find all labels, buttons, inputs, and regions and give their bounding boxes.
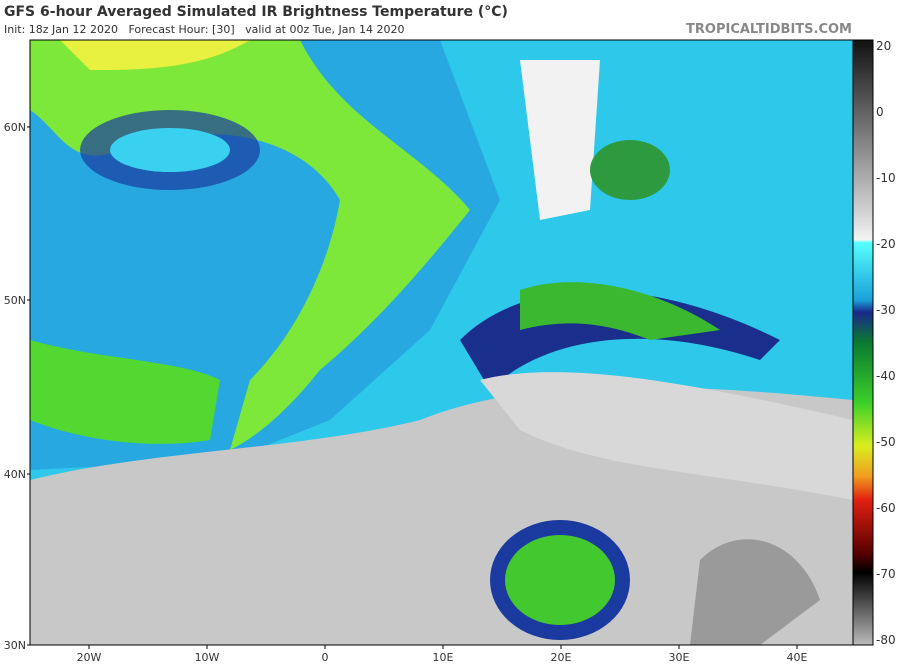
lon-label: 10W: [195, 651, 220, 664]
map-imagery: [30, 40, 853, 645]
lat-label: 30N: [4, 639, 26, 652]
colorbar: [852, 39, 874, 646]
lon-label: 10E: [433, 651, 454, 664]
colorbar-tick-label: -20: [876, 237, 896, 251]
colorbar-tick-label: 20: [876, 39, 891, 53]
colorbar-tick-label: -50: [876, 435, 896, 449]
lon-label: 20W: [77, 651, 102, 664]
colorbar-tick-label: -40: [876, 369, 896, 383]
lon-label: 0: [322, 651, 329, 664]
colorbar-tick-label: -60: [876, 501, 896, 515]
subtitle: Init: 18z Jan 12 2020 Forecast Hour: [30…: [4, 23, 405, 36]
lat-label: 50N: [4, 294, 26, 307]
colorbar-tick-label: -10: [876, 171, 896, 185]
lon-label: 20E: [551, 651, 572, 664]
title: GFS 6-hour Averaged Simulated IR Brightn…: [4, 4, 508, 20]
lat-label: 40N: [4, 468, 26, 481]
colorbar-tick-label: -30: [876, 303, 896, 317]
lon-label: 40E: [787, 651, 808, 664]
colorbar-tick-label: 0: [876, 105, 884, 119]
lat-label: 60N: [4, 121, 26, 134]
labels: 60N 50N 40N 30N 20W 10W 0 10E 20E 30E 40E 20 0 -10 -20…: [4, 39, 896, 664]
colorbar-tick-label: -80: [876, 633, 896, 647]
lon-label: 30E: [669, 651, 690, 664]
watermark: TROPICALTIDBITS.COM: [686, 22, 852, 37]
colorbar-tick-label: -70: [876, 567, 896, 581]
